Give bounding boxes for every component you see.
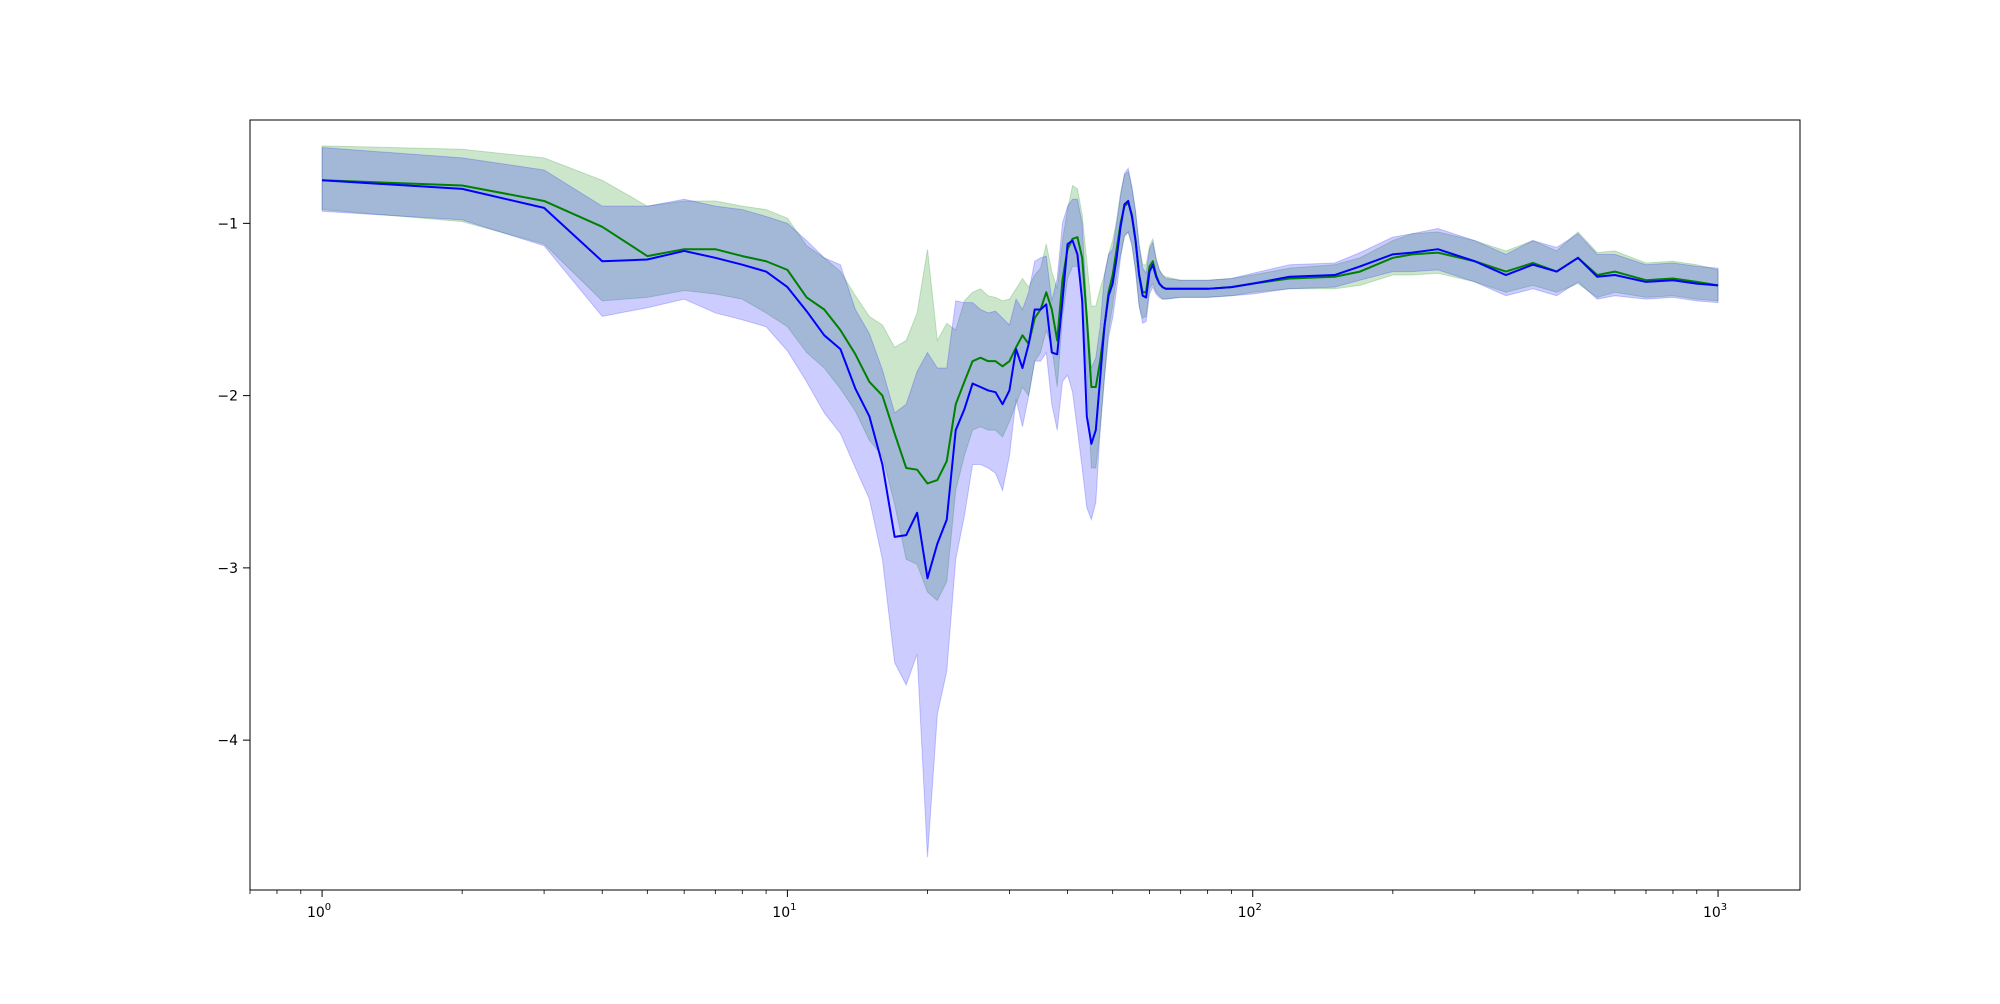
y-tick-label: −4 — [217, 733, 238, 749]
series-0-band — [321, 145, 1719, 602]
x-tick-label: 102 — [1238, 902, 1262, 921]
series-1-line — [322, 179, 1719, 580]
x-tick-exponent: 1 — [790, 902, 796, 913]
x-tick-base: 10 — [772, 905, 790, 921]
plot-frame — [249, 119, 1801, 891]
bands-layer — [321, 145, 1719, 858]
x-tick-base: 10 — [1238, 905, 1256, 921]
y-tick-label: −2 — [217, 389, 238, 405]
x-tick-base: 10 — [1703, 905, 1721, 921]
x-tick-label: 101 — [772, 902, 796, 921]
x-axis: 100 101 102 103 — [249, 890, 1727, 921]
lines-layer — [322, 179, 1719, 580]
series-0-line — [322, 179, 1719, 485]
x-tick-label: 103 — [1703, 902, 1727, 921]
x-tick-exponent: 3 — [1721, 902, 1727, 913]
x-tick-exponent: 0 — [325, 902, 331, 913]
y-axis: −1 −2 −3 −4 — [217, 216, 250, 749]
series-1-band — [321, 147, 1719, 858]
x-tick-base: 10 — [307, 905, 325, 921]
y-tick-label: −3 — [217, 561, 238, 577]
x-tick-exponent: 2 — [1255, 902, 1261, 913]
x-tick-label: 100 — [307, 902, 331, 921]
y-tick-label: −1 — [217, 216, 238, 232]
